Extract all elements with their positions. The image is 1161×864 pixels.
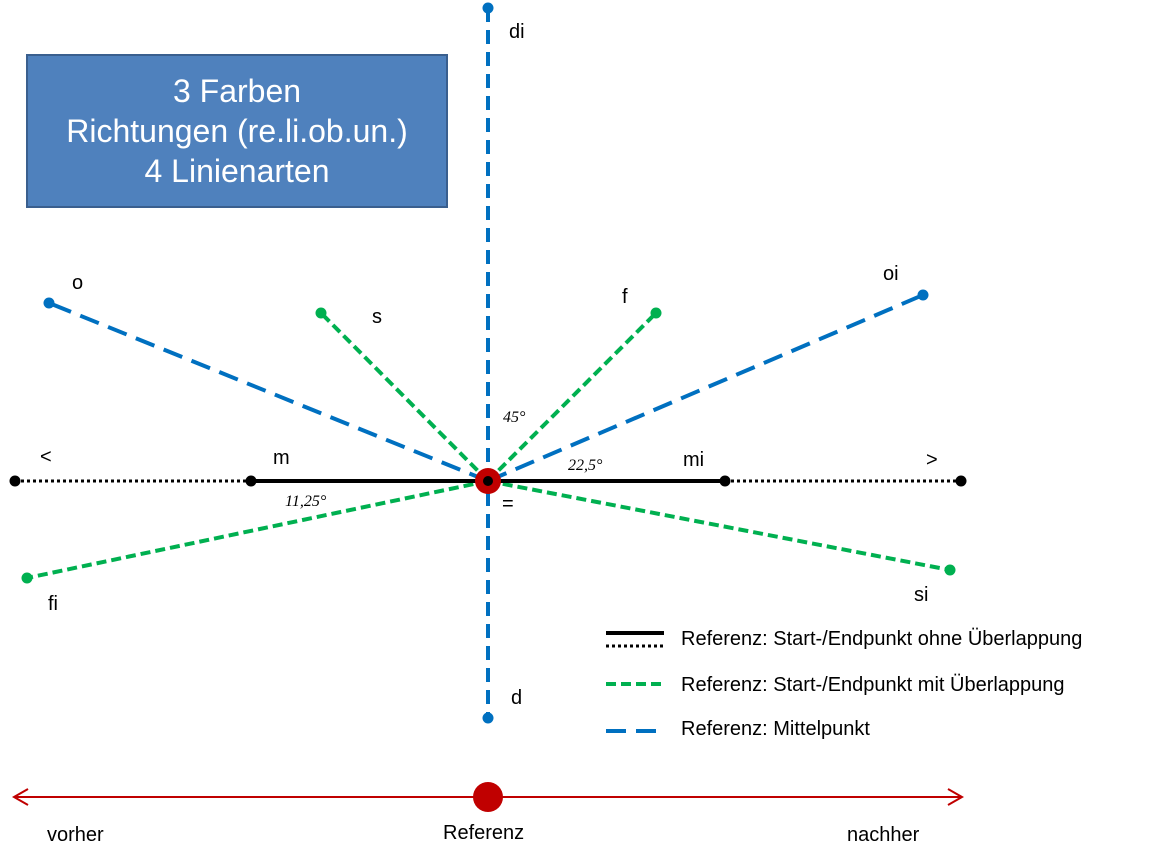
point-mi xyxy=(719,475,731,487)
point-fi xyxy=(21,572,33,584)
line-si xyxy=(487,479,951,572)
timeline-arrow-right-icon xyxy=(947,788,965,806)
point-s xyxy=(315,307,327,319)
point-di xyxy=(482,2,494,14)
label-s: s xyxy=(372,306,382,328)
title-line-1: 3 Farben xyxy=(172,73,302,109)
title-line-3: 4 Linienarten xyxy=(144,153,330,189)
legend-item-midpoint: Referenz: Mittelpunkt xyxy=(681,718,870,740)
label-d: d xyxy=(511,687,523,709)
line-o xyxy=(48,301,489,483)
legend-item-overlap: Referenz: Start-/Endpunkt mit Überlappun… xyxy=(681,674,1065,696)
label-si: si xyxy=(914,584,929,606)
angle-22-5: 22,5° xyxy=(568,457,603,474)
point-after xyxy=(955,475,967,487)
point-f xyxy=(650,307,662,319)
point-o xyxy=(43,297,55,309)
point-before xyxy=(9,475,21,487)
title-box: 3 Farben Richtungen (re.li.ob.un.) 4 Lin… xyxy=(26,54,448,208)
reference-point-core xyxy=(483,476,493,486)
timeline-label-before: vorher xyxy=(47,824,104,846)
angle-11-25: 11,25° xyxy=(285,493,327,510)
label-di: di xyxy=(509,21,525,43)
line-f xyxy=(486,311,658,483)
label-fi: fi xyxy=(48,593,58,615)
point-m xyxy=(245,475,257,487)
line-fi xyxy=(26,479,489,580)
point-si xyxy=(944,564,956,576)
timeline-label-reference: Referenz xyxy=(443,822,525,844)
label-equal: = xyxy=(502,493,514,515)
point-oi xyxy=(917,289,929,301)
line-oi xyxy=(487,293,924,483)
point-d xyxy=(482,712,494,724)
label-mi: mi xyxy=(683,449,705,471)
label-o: o xyxy=(72,272,84,294)
legend-item-no-overlap: Referenz: Start-/Endpunkt ohne Überlappu… xyxy=(681,628,1083,650)
line-s xyxy=(319,311,490,483)
timeline-label-after: nachher xyxy=(847,824,920,846)
angle-45: 45° xyxy=(503,409,526,426)
label-m: m xyxy=(273,447,290,469)
label-oi: oi xyxy=(883,263,899,285)
label-f: f xyxy=(622,286,628,308)
timeline-reference-point xyxy=(473,782,503,812)
label-after: > xyxy=(926,449,938,471)
title-line-2: Richtungen (re.li.ob.un.) xyxy=(66,113,408,149)
label-before: < xyxy=(40,446,52,468)
timeline-arrow-left-icon xyxy=(11,788,29,806)
